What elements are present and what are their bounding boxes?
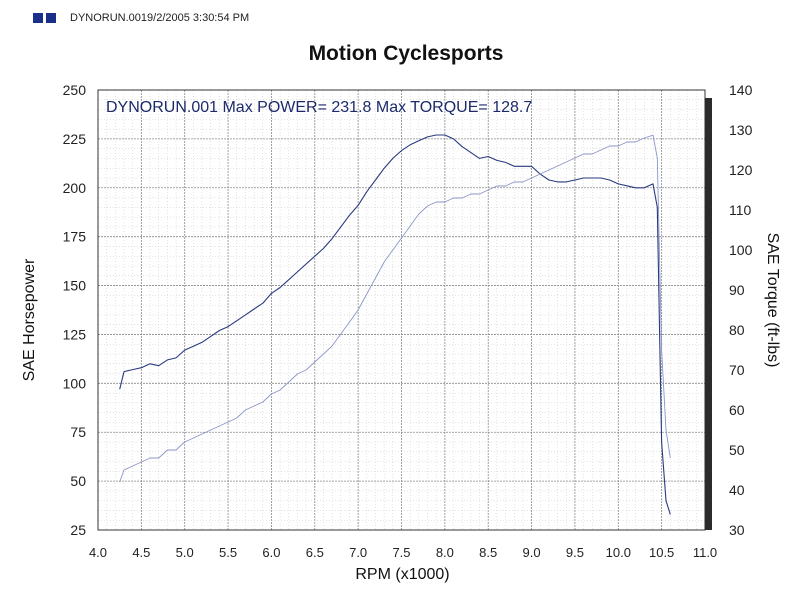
series-line-torque: [119, 134, 671, 483]
x-tick-label: 11.0: [693, 545, 717, 560]
y-tick-label-right: 140: [729, 82, 753, 98]
y-tick-label-left: 100: [63, 375, 87, 391]
x-tick-label: 10.5: [649, 545, 674, 560]
y-tick-label-right: 130: [729, 122, 753, 138]
x-tick-label: 7.0: [349, 545, 367, 560]
y-tick-label-right: 80: [729, 322, 745, 338]
x-axis-label: RPM (x1000): [355, 566, 450, 583]
y-axis-label-right: SAE Torque (ft-lbs): [764, 232, 781, 368]
chart-title: Motion Cyclesports: [308, 42, 504, 65]
y-tick-label-right: 110: [729, 202, 752, 218]
y-tick-label-left: 25: [70, 522, 86, 538]
x-tick-label: 5.5: [219, 545, 237, 560]
y-tick-label-left: 125: [63, 326, 87, 342]
x-tick-label: 8.5: [479, 545, 497, 560]
y-tick-label-right: 100: [729, 242, 753, 258]
logo-block-left: [33, 13, 43, 23]
y-tick-label-left: 50: [70, 473, 86, 489]
y-tick-label-left: 250: [63, 82, 87, 98]
y-tick-label-right: 90: [729, 282, 745, 298]
x-tick-label: 4.5: [132, 545, 150, 560]
grid: [97, 89, 706, 531]
series-line-horsepower: [119, 134, 671, 515]
y-tick-label-right: 70: [729, 362, 745, 378]
right-axis-ticks: 30 40 50 60 70 80 90 100 110 120 130 140: [729, 82, 753, 538]
y-axis-label-left: SAE Horsepower: [21, 258, 38, 382]
header-run-info: DYNORUN.0019/2/2005 3:30:54 PM: [70, 12, 250, 24]
y-tick-label-left: 200: [63, 180, 87, 196]
series-layer: [119, 134, 671, 515]
right-axis-bar: [705, 98, 712, 530]
y-tick-label-right: 120: [729, 162, 753, 178]
left-axis-ticks: 25 50 75 100 125 150 175 200 225 250: [63, 82, 87, 538]
x-axis-ticks: 4.0 4.5 5.0 5.5 6.0 6.5 7.0 7.5 8.0 8.5 9.0 9.5 10.0…: [89, 545, 717, 560]
logo-block-right: [46, 13, 56, 23]
x-tick-label: 9.5: [566, 545, 584, 560]
x-tick-label: 7.5: [392, 545, 410, 560]
y-tick-label-left: 150: [63, 278, 87, 294]
x-tick-label: 4.0: [89, 545, 107, 560]
y-tick-label-right: 50: [729, 442, 745, 458]
y-tick-label-left: 75: [70, 424, 86, 440]
x-tick-label: 6.5: [306, 545, 324, 560]
x-tick-label: 6.0: [262, 545, 280, 560]
y-tick-label-right: 40: [729, 482, 745, 498]
x-tick-label: 10.0: [606, 545, 631, 560]
y-tick-label-right: 30: [729, 522, 745, 538]
y-tick-label-left: 225: [63, 131, 87, 147]
y-tick-label-right: 60: [729, 402, 745, 418]
logo: [33, 13, 57, 23]
x-tick-label: 9.0: [523, 545, 541, 560]
chart-annotation: DYNORUN.001 Max POWER= 231.8 Max TORQUE=…: [106, 99, 533, 116]
y-tick-label-left: 175: [63, 229, 87, 245]
x-tick-label: 8.0: [436, 545, 454, 560]
x-tick-label: 5.0: [176, 545, 194, 560]
